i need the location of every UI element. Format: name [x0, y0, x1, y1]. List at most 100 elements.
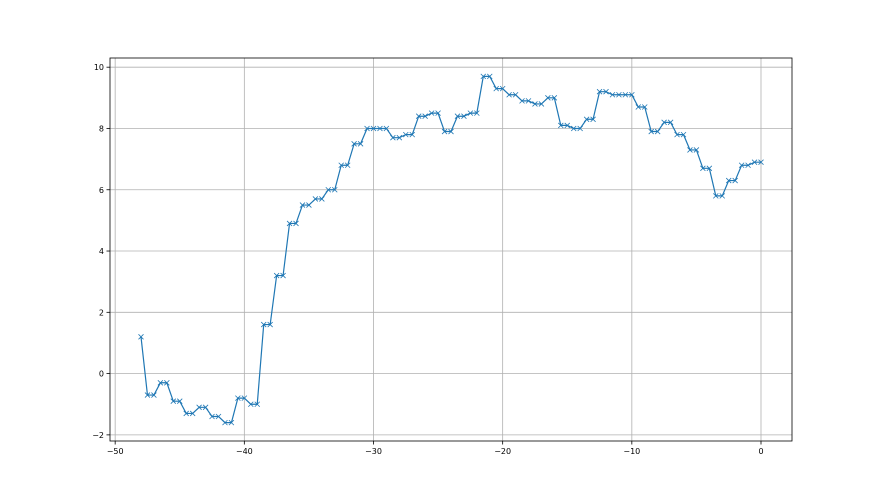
data-point-marker [499, 85, 506, 92]
data-point-marker [351, 141, 357, 147]
data-point-marker [448, 128, 454, 135]
data-point-marker [164, 380, 170, 386]
data-point-marker [719, 193, 726, 199]
data-point-marker [532, 101, 538, 107]
data-point-marker [202, 404, 209, 411]
data-point-marker [570, 125, 577, 132]
y-tick-label: −2 [92, 431, 104, 440]
data-point-marker [254, 401, 261, 408]
data-point-marker [486, 73, 493, 80]
data-point-marker [377, 125, 383, 132]
data-point-marker [622, 91, 629, 98]
data-point-marker [280, 272, 286, 279]
data-point-marker [648, 128, 654, 135]
data-point-marker [706, 165, 713, 172]
data-point-marker [267, 321, 273, 328]
data-point-marker [235, 395, 241, 401]
data-point-marker [273, 272, 280, 279]
y-tick-label: 4 [99, 247, 104, 256]
data-point-marker [338, 162, 344, 169]
data-point-marker [189, 410, 196, 417]
data-point-marker [525, 98, 532, 104]
data-point-marker [713, 193, 719, 199]
data-point-marker [564, 122, 571, 129]
data-point-marker [506, 91, 512, 98]
x-tick-label: −50 [107, 447, 124, 456]
data-point-marker [209, 413, 215, 420]
data-point-marker [260, 321, 267, 328]
data-point-marker [654, 128, 661, 135]
data-point-marker [667, 119, 674, 126]
data-point-marker [331, 186, 338, 193]
grid [110, 58, 792, 441]
data-point-marker [415, 113, 422, 119]
data-point-marker [428, 110, 435, 116]
data-point-marker [738, 162, 745, 169]
data-point-marker [751, 159, 758, 165]
data-point-marker [467, 110, 474, 116]
data-point-marker [370, 125, 377, 132]
data-point-marker [396, 134, 403, 141]
data-point-marker [545, 95, 551, 101]
data-point-marker [725, 177, 732, 184]
data-point-marker [170, 398, 177, 404]
data-point-marker [222, 419, 228, 426]
data-point-marker [319, 196, 325, 202]
data-point-marker [383, 125, 390, 132]
x-tick-label: −10 [623, 447, 640, 456]
data-point-marker [344, 162, 351, 169]
data-point-marker [558, 122, 564, 129]
data-point-marker [674, 131, 680, 138]
x-tick-label: 0 [758, 447, 763, 456]
data-point-marker [409, 131, 416, 138]
data-point-marker [138, 334, 144, 340]
data-point-marker [635, 104, 642, 110]
data-point-marker [441, 128, 448, 135]
data-point-marker [325, 186, 332, 193]
axes-frame [109, 57, 793, 442]
data-point-marker [661, 119, 667, 126]
data-point-marker [687, 147, 693, 153]
y-tick-label: 6 [99, 186, 104, 195]
data-point-marker [700, 165, 706, 172]
data-point-marker [732, 177, 738, 184]
y-tick-label: 10 [94, 63, 104, 72]
data-point-marker [151, 392, 157, 398]
data-point-marker [680, 131, 687, 138]
data-point-marker [461, 113, 467, 119]
data-point-marker [157, 380, 164, 386]
data-point-marker [403, 131, 409, 138]
data-point-marker [422, 113, 428, 119]
data-point-marker [596, 88, 603, 95]
data-point-marker [583, 116, 590, 123]
data-point-marker [512, 91, 519, 98]
data-point-marker [183, 410, 189, 417]
data-point-marker [176, 398, 183, 404]
data-point-marker [616, 91, 622, 98]
data-point-marker [493, 85, 499, 92]
data-point-marker [551, 95, 558, 101]
data-point-marker [641, 104, 648, 110]
data-point-marker [241, 395, 248, 401]
data-point-marker [603, 88, 609, 95]
y-tick-label: 2 [99, 308, 104, 317]
data-point-marker [357, 141, 364, 147]
data-point-marker [629, 91, 635, 98]
data-point-marker [590, 116, 596, 123]
data-point-marker [299, 202, 306, 208]
y-tick-label: 8 [99, 124, 104, 133]
data-point-marker [306, 202, 312, 208]
data-point-marker [538, 101, 545, 107]
data-point-marker [248, 401, 254, 408]
data-point-marker [454, 113, 461, 119]
series-layer [138, 73, 764, 426]
data-point-marker [519, 98, 525, 104]
data-point-marker [609, 91, 616, 98]
x-tick-label: −40 [236, 447, 253, 456]
data-point-marker [390, 134, 396, 141]
data-point-marker [745, 162, 751, 169]
data-point-marker [474, 110, 480, 116]
data-point-marker [435, 110, 441, 116]
